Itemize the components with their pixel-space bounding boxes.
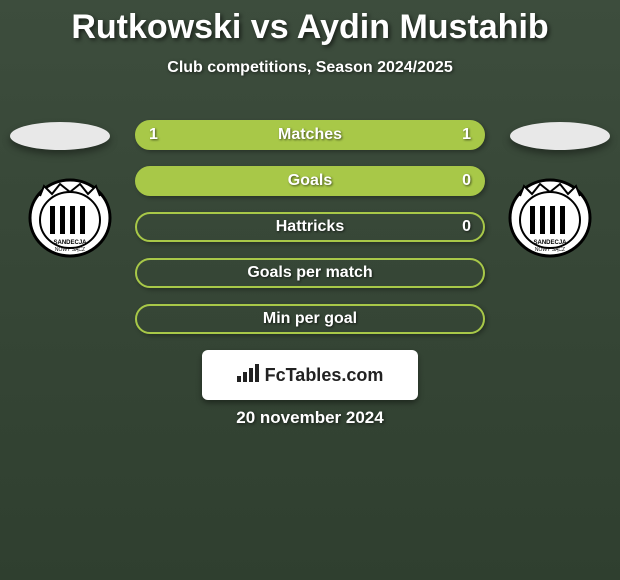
stat-row-min-per-goal: Min per goal <box>135 304 485 334</box>
stat-right-value: 0 <box>462 172 471 190</box>
club-crest-left: SANDECJA NOWY SĄCZ <box>20 178 120 263</box>
player-photo-placeholder-left <box>10 122 110 150</box>
svg-text:NOWY SĄCZ: NOWY SĄCZ <box>55 247 85 253</box>
stat-row-goals: Goals 0 <box>135 166 485 196</box>
subtitle: Club competitions, Season 2024/2025 <box>0 59 620 77</box>
stat-label: Goals per match <box>247 264 372 282</box>
stat-label: Hattricks <box>276 218 344 236</box>
stat-left-value: 1 <box>149 126 158 144</box>
stat-row-hattricks: Hattricks 0 <box>135 212 485 242</box>
stat-right-value: 0 <box>462 218 471 236</box>
stat-row-matches: 1 Matches 1 <box>135 120 485 150</box>
date: 20 november 2024 <box>0 408 620 428</box>
stat-label: Goals <box>288 172 332 190</box>
stat-label: Min per goal <box>263 310 357 328</box>
brand-box[interactable]: FcTables.com <box>202 350 418 400</box>
stat-right-value: 1 <box>462 126 471 144</box>
club-crest-right: SANDECJA NOWY SĄCZ <box>500 178 600 263</box>
stat-row-goals-per-match: Goals per match <box>135 258 485 288</box>
page-title: Rutkowski vs Aydin Mustahib <box>0 0 620 47</box>
brand-text: FcTables.com <box>265 365 384 386</box>
svg-text:NOWY SĄCZ: NOWY SĄCZ <box>535 247 565 253</box>
svg-text:SANDECJA: SANDECJA <box>533 240 567 246</box>
stat-label: Matches <box>278 126 342 144</box>
stats-container: 1 Matches 1 Goals 0 Hattricks 0 Goals pe… <box>135 120 485 350</box>
bar-chart-icon <box>237 364 259 387</box>
svg-text:SANDECJA: SANDECJA <box>53 240 87 246</box>
player-photo-placeholder-right <box>510 122 610 150</box>
